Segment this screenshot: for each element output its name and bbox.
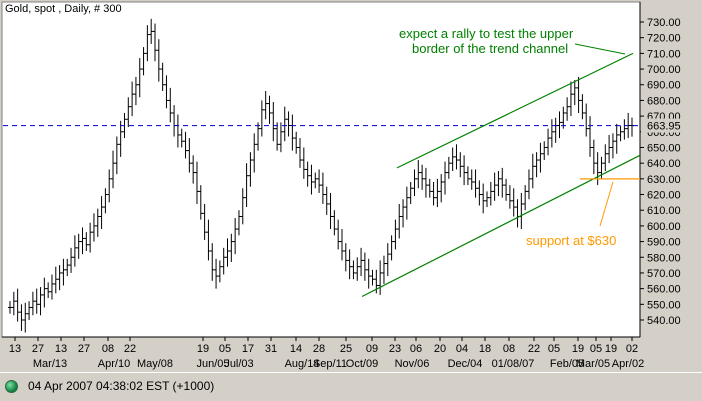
channel-upper-line [396,52,634,169]
connection-status-icon [5,380,18,393]
current-price-label-bg [641,118,681,133]
x-tick-label-day: 08 [102,343,114,355]
y-tick-label: 650.00 [647,142,681,154]
y-tick-label: 580.00 [647,252,681,264]
x-tick-label-day: 23 [389,343,401,355]
x-tick-label-month: Mar/05 [576,358,610,370]
y-tick-label: 600.00 [647,221,681,233]
x-tick-label-month: Sep/11 [313,358,347,370]
x-tick-label-day: 31 [265,343,277,355]
x-tick-label-month: Jul/03 [224,358,253,370]
chart-title: Gold, spot , Daily, # 300 [5,3,122,15]
x-tick-label-day: 27 [32,343,44,355]
x-tick-label-day: 19 [572,343,584,355]
x-tick-label-day: 27 [78,343,90,355]
y-tick-label: 570.00 [647,268,681,280]
annotation-rally-line1: expect a rally to test the upper [399,26,574,41]
x-tick-label-month: Feb/05 [550,358,584,370]
y-tick-label: 610.00 [647,205,681,217]
plot-area [1,1,641,338]
x-tick-label-month: Apr/02 [612,358,644,370]
x-tick-label-day: 25 [340,343,352,355]
y-tick-label: 720.00 [647,33,681,45]
x-tick-label-month: Jun/05 [196,358,229,370]
y-tick-label: 540.00 [647,315,681,327]
x-tick-label-day: 06 [410,343,422,355]
x-tick-label-day: 09 [366,343,378,355]
current-price-label: 663.95 [647,121,681,133]
y-tick-label: 620.00 [647,190,681,202]
y-tick-label: 690.00 [647,80,681,92]
x-tick-label-day: 18 [479,343,491,355]
x-tick-label-day: 17 [242,343,254,355]
y-tick-label: 640.00 [647,158,681,170]
support-pointer-line [599,181,614,227]
status-text: 04 Apr 2007 04:38:02 EST (+1000) [28,379,215,393]
chart-plot: Gold, spot , Daily, # 300 540.00 550.00 56… [1,1,681,370]
y-tick-label: 710.00 [647,48,681,60]
x-tick-label-day: 19 [605,343,617,355]
x-tick-label-day: 13 [9,343,21,355]
annotation-pointer-line [574,43,626,55]
x-tick-label-month: 01/08/07 [492,358,535,370]
x-tick-label-day: 22 [528,343,540,355]
x-tick-label-month: Mar/13 [33,358,67,370]
x-tick-label-day: 05 [590,343,602,355]
status-bar: 04 Apr 2007 04:38:02 EST (+1000) [0,372,702,401]
y-tick-label: 680.00 [647,95,681,107]
x-tick-label-day: 20 [434,343,446,355]
y-tick-label: 550.00 [647,299,681,311]
y-tick-label: 630.00 [647,174,681,186]
x-tick-label-month: Oct/09 [346,358,378,370]
annotation-rally-line2: border of the trend channel [412,41,568,56]
x-tick-label-month: Apr/10 [98,358,130,370]
x-tick-label-day: 28 [313,343,325,355]
x-tick-label-month: Aug/14 [285,358,320,370]
x-tick-label-day: 19 [197,343,209,355]
x-tick-label-day: 02 [626,343,638,355]
y-tick-label: 590.00 [647,237,681,249]
y-tick-label: 700.00 [647,64,681,76]
x-tick-label-day: 05 [219,343,231,355]
x-tick-label-day: 05 [548,343,560,355]
x-tick-label-day: 13 [55,343,67,355]
x-tick-label-month: May/08 [137,358,173,370]
y-tick-label: 560.00 [647,284,681,296]
x-tick-label-day: 14 [290,343,302,355]
x-tick-label-day: 08 [503,343,515,355]
x-tick-label-day: 22 [124,343,136,355]
x-tick-label-day: 04 [456,343,468,355]
support-label: support at $630 [526,233,616,248]
x-tick-label-month: Nov/06 [395,358,430,370]
x-tick-label-month: Dec/04 [448,358,483,370]
y-tick-label: 730.00 [647,17,681,29]
